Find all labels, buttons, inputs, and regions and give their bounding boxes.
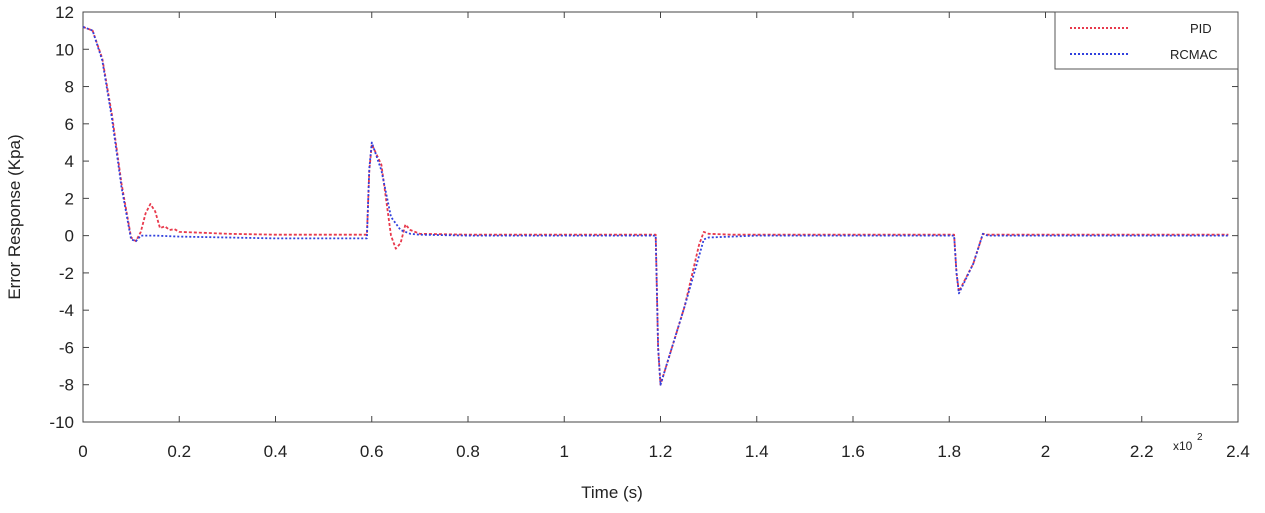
plot-area: [82, 11, 1239, 423]
y-tick-label: 4: [65, 152, 74, 171]
x-tick-label: 1: [560, 442, 569, 461]
x-tick-label: 1.8: [937, 442, 961, 461]
y-tick-label: 0: [65, 227, 74, 246]
tick-marks: [82, 11, 1239, 423]
y-tick-label: 12: [55, 3, 74, 22]
svg-text:x10: x10: [1173, 439, 1193, 453]
series-line-rcmac: [82, 26, 1229, 386]
x-tick-label: 1.4: [745, 442, 769, 461]
x-axis-label: Time (s): [581, 483, 643, 502]
y-tick-label: -8: [59, 376, 74, 395]
legend-label-rcmac: RCMAC: [1170, 47, 1218, 62]
x-tick-label: 1.2: [649, 442, 673, 461]
legend: PID RCMAC: [1054, 11, 1239, 70]
y-tick-label: 2: [65, 189, 74, 208]
x-tick-label: 0.6: [360, 442, 384, 461]
x-tick-label: 0.2: [167, 442, 191, 461]
series-layer: [82, 26, 1229, 386]
y-tick-label: 10: [55, 40, 74, 59]
x-tick-label: 0.8: [456, 442, 480, 461]
x-tick-label: 1.6: [841, 442, 865, 461]
y-tick-label: -4: [59, 301, 74, 320]
y-tick-label: 8: [65, 78, 74, 97]
legend-label-pid: PID: [1190, 21, 1212, 36]
y-tick-label: -2: [59, 264, 74, 283]
x-tick-label: 0.4: [264, 442, 288, 461]
x-tick-label: 2.4: [1226, 442, 1250, 461]
y-tick-label: 6: [65, 115, 74, 134]
y-tick-label: -10: [49, 413, 74, 432]
x-multiplier: x10 2: [1173, 432, 1203, 453]
x-tick-label: 0: [78, 442, 87, 461]
y-tick-labels: 12 10 8 6 4 2 0 -2 -4 -6 -8 -10: [49, 3, 74, 432]
legend-box: [1054, 11, 1239, 70]
x-tick-labels: 0 0.2 0.4 0.6 0.8 1 1.2 1.4 1.6 1.8 2 2.2 2.4: [78, 442, 1250, 461]
x-tick-label: 2.2: [1130, 442, 1154, 461]
x-tick-label: 2: [1041, 442, 1050, 461]
y-axis-label: Error Response (Kpa): [5, 134, 24, 299]
y-tick-label: -6: [59, 338, 74, 357]
svg-text:2: 2: [1197, 432, 1203, 443]
